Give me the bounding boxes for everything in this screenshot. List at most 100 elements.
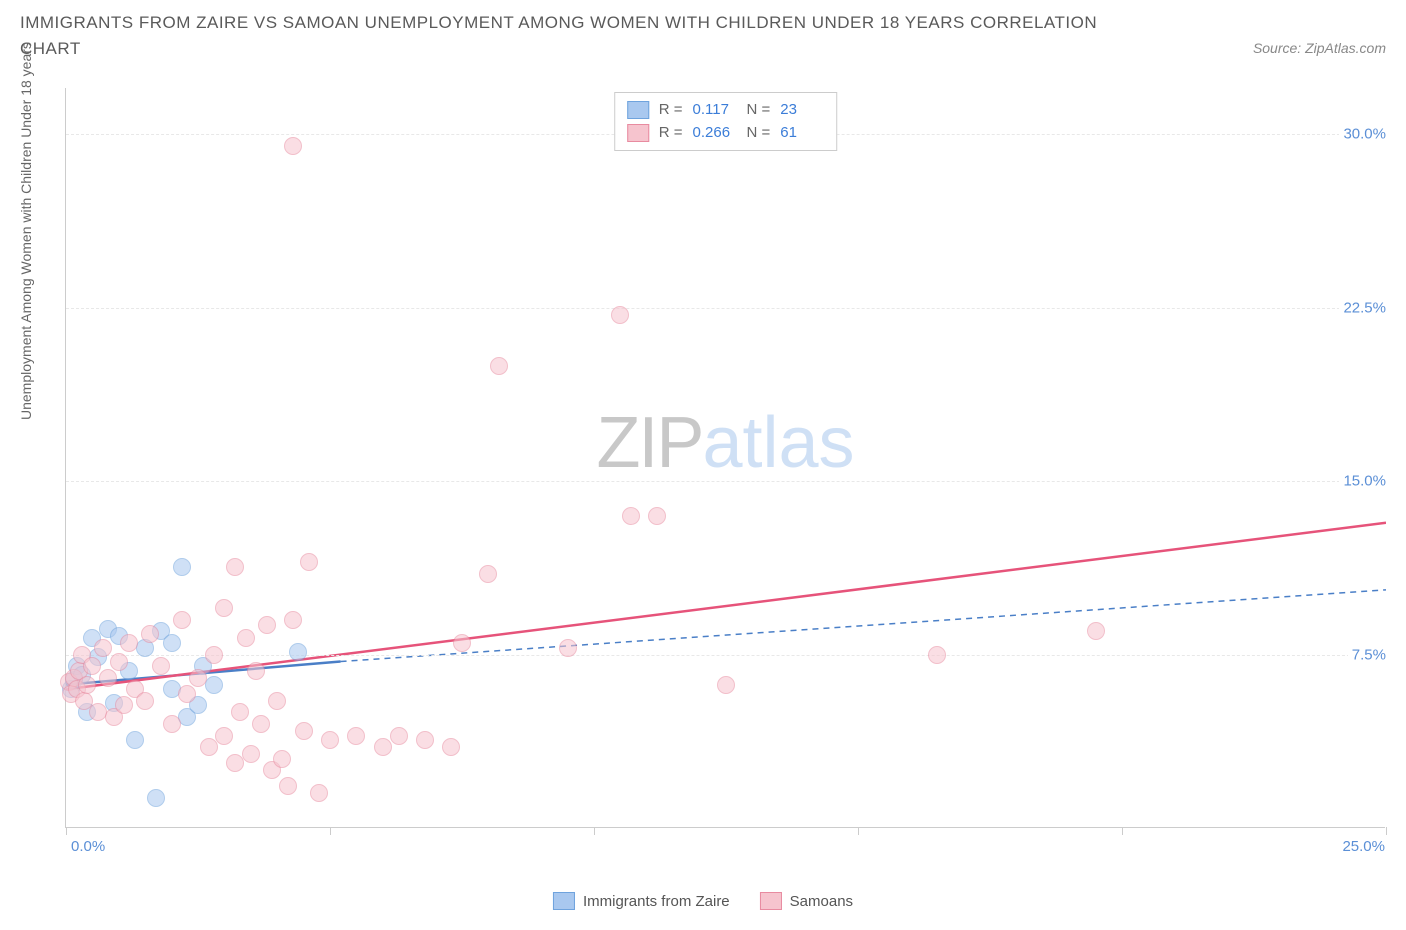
scatter-point — [99, 669, 117, 687]
gridline — [66, 481, 1385, 482]
scatter-point — [126, 731, 144, 749]
scatter-point — [152, 657, 170, 675]
scatter-point — [252, 715, 270, 733]
x-tick — [594, 827, 595, 835]
x-tick — [1386, 827, 1387, 835]
scatter-point — [163, 634, 181, 652]
legend-n-label: N = — [747, 122, 771, 145]
scatter-point — [247, 662, 265, 680]
legend-series: Immigrants from Zaire Samoans — [553, 892, 853, 910]
watermark-zip: ZIP — [596, 403, 702, 483]
legend-swatch — [760, 892, 782, 910]
y-axis-title: Unemployment Among Women with Children U… — [18, 42, 34, 420]
gridline — [66, 655, 1385, 656]
legend-series-item: Samoans — [760, 892, 853, 910]
legend-swatch — [627, 124, 649, 142]
y-tick-label: 15.0% — [1339, 473, 1390, 490]
scatter-point — [237, 629, 255, 647]
scatter-point — [284, 137, 302, 155]
gridline — [66, 308, 1385, 309]
x-tick — [1122, 827, 1123, 835]
scatter-point — [310, 784, 328, 802]
scatter-point — [141, 625, 159, 643]
x-tick — [858, 827, 859, 835]
scatter-point — [178, 685, 196, 703]
scatter-point — [120, 634, 138, 652]
scatter-point — [189, 669, 207, 687]
legend-series-label: Samoans — [790, 893, 853, 910]
scatter-point — [1087, 622, 1105, 640]
legend-series-label: Immigrants from Zaire — [583, 893, 730, 910]
legend-n-value: 61 — [780, 122, 824, 145]
scatter-point — [215, 727, 233, 745]
x-tick — [66, 827, 67, 835]
scatter-point — [226, 558, 244, 576]
legend-r-label: R = — [659, 122, 683, 145]
legend-n-value: 23 — [780, 99, 824, 122]
scatter-point — [231, 703, 249, 721]
legend-r-value: 0.266 — [693, 122, 737, 145]
y-tick-label: 30.0% — [1339, 126, 1390, 143]
scatter-point — [215, 599, 233, 617]
scatter-point — [279, 777, 297, 795]
scatter-point — [347, 727, 365, 745]
scatter-point — [242, 745, 260, 763]
scatter-point — [83, 657, 101, 675]
legend-stats: R = 0.117 N = 23 R = 0.266 N = 61 — [614, 92, 838, 151]
scatter-point — [205, 676, 223, 694]
scatter-point — [78, 676, 96, 694]
chart-title: IMMIGRANTS FROM ZAIRE VS SAMOAN UNEMPLOY… — [20, 10, 1120, 61]
legend-stat-row: R = 0.117 N = 23 — [627, 99, 825, 122]
x-min-label: 0.0% — [71, 838, 105, 855]
scatter-point — [559, 639, 577, 657]
scatter-point — [273, 750, 291, 768]
scatter-point — [268, 692, 286, 710]
legend-r-label: R = — [659, 99, 683, 122]
scatter-point — [611, 306, 629, 324]
y-tick-label: 7.5% — [1348, 646, 1390, 663]
scatter-point — [295, 722, 313, 740]
scatter-point — [390, 727, 408, 745]
scatter-point — [416, 731, 434, 749]
scatter-point — [717, 676, 735, 694]
scatter-point — [136, 692, 154, 710]
plot-area: ZIPatlas R =0.117N =23R =0.266N =61 7.5%… — [65, 88, 1385, 828]
scatter-point — [226, 754, 244, 772]
scatter-point — [490, 357, 508, 375]
scatter-point — [300, 553, 318, 571]
scatter-point — [928, 646, 946, 664]
x-max-label: 25.0% — [1342, 838, 1385, 855]
scatter-point — [622, 507, 640, 525]
scatter-point — [200, 738, 218, 756]
legend-n-label: N = — [747, 99, 771, 122]
legend-swatch — [627, 101, 649, 119]
scatter-point — [284, 611, 302, 629]
scatter-point — [147, 789, 165, 807]
y-tick-label: 22.5% — [1339, 299, 1390, 316]
scatter-point — [173, 558, 191, 576]
scatter-point — [479, 565, 497, 583]
scatter-point — [163, 715, 181, 733]
scatter-point — [110, 653, 128, 671]
scatter-point — [258, 616, 276, 634]
scatter-point — [94, 639, 112, 657]
scatter-point — [115, 696, 133, 714]
legend-stat-row: R = 0.266 N = 61 — [627, 122, 825, 145]
scatter-point — [321, 731, 339, 749]
legend-swatch — [553, 892, 575, 910]
watermark: ZIPatlas — [596, 402, 854, 484]
scatter-point — [648, 507, 666, 525]
scatter-point — [205, 646, 223, 664]
chart-container: ZIPatlas R =0.117N =23R =0.266N =61 7.5%… — [45, 88, 1385, 858]
scatter-point — [374, 738, 392, 756]
watermark-atlas: atlas — [702, 403, 854, 483]
scatter-point — [289, 643, 307, 661]
scatter-point — [442, 738, 460, 756]
source-attribution: Source: ZipAtlas.com — [1253, 40, 1386, 56]
legend-series-item: Immigrants from Zaire — [553, 892, 730, 910]
x-tick — [330, 827, 331, 835]
legend-r-value: 0.117 — [693, 99, 737, 122]
chart-header: IMMIGRANTS FROM ZAIRE VS SAMOAN UNEMPLOY… — [0, 0, 1406, 61]
scatter-point — [173, 611, 191, 629]
scatter-point — [453, 634, 471, 652]
